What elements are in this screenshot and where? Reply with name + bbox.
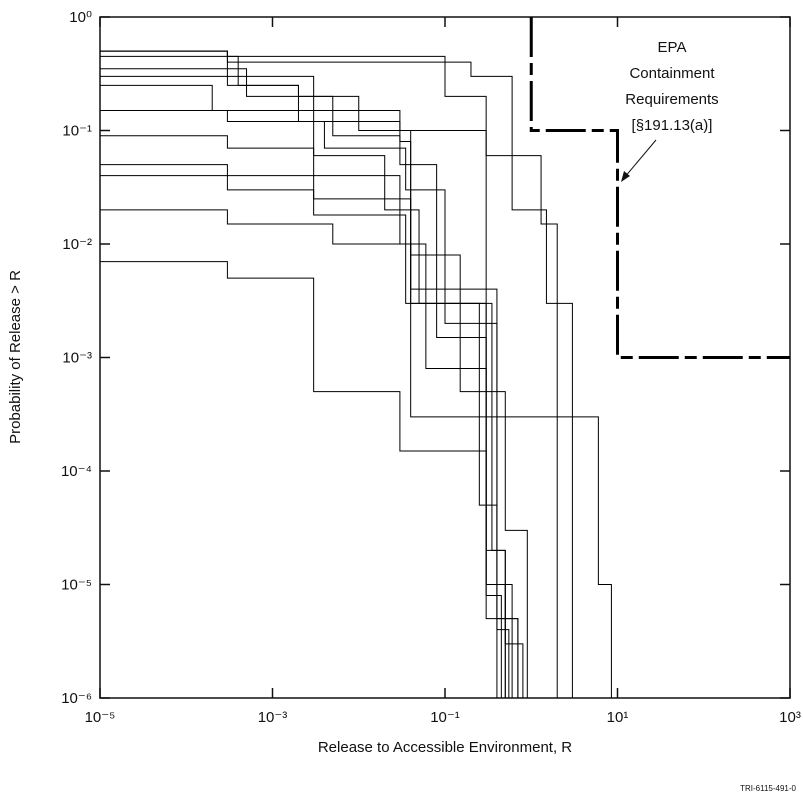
x-tick-label: 10³	[779, 709, 801, 726]
annotation: EPA	[658, 39, 687, 56]
ccdf-line	[100, 55, 519, 698]
x-axis-label: Release to Accessible Environment, R	[318, 739, 572, 756]
ccdf-line	[100, 84, 502, 698]
y-tick-label: 10⁻⁵	[61, 577, 92, 594]
ccdf-line	[100, 68, 513, 698]
ccdf-line	[100, 75, 498, 698]
y-tick-label: 10⁰	[69, 9, 92, 26]
x-tick-label: 10⁻³	[258, 709, 288, 726]
x-tick-label: 10⁻⁵	[85, 709, 116, 726]
annotation-arrow	[623, 139, 657, 179]
annotation: Containment	[629, 65, 715, 82]
annotation: Requirements	[625, 91, 718, 108]
y-tick-label: 10⁻⁴	[61, 463, 92, 480]
y-tick-label: 10⁻¹	[62, 123, 92, 140]
footnote: TRI-6115-491-0	[740, 784, 796, 793]
y-tick-label: 10⁻⁶	[61, 690, 92, 707]
x-tick-label: 10¹	[607, 709, 629, 726]
arrow-head	[621, 171, 630, 182]
ccdf-line	[100, 164, 528, 698]
annotation: [§191.13(a)]	[632, 117, 713, 134]
ccdf-line	[100, 209, 612, 698]
ccdf-line	[100, 261, 519, 698]
y-axis-label: Probability of Release > R	[7, 270, 24, 444]
requirement-line	[529, 17, 790, 359]
ccdf-line	[100, 175, 506, 698]
y-tick-label: 10⁻²	[62, 236, 92, 253]
y-tick-label: 10⁻³	[62, 350, 92, 367]
ccdf-line	[100, 110, 510, 698]
ccdf-line	[100, 50, 573, 698]
x-tick-label: 10⁻¹	[430, 709, 460, 726]
